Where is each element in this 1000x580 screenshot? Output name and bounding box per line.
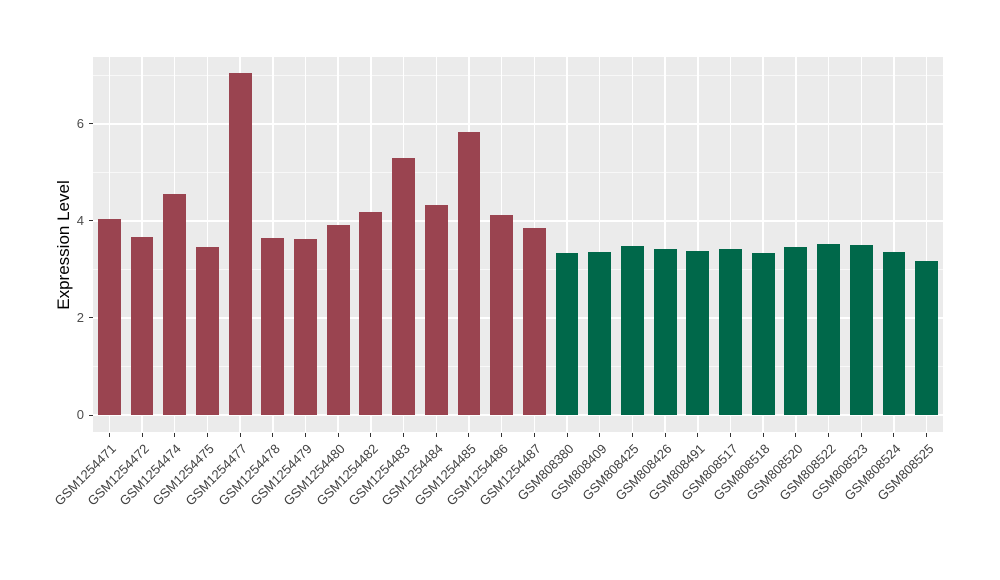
gridline-vertical: [598, 57, 601, 432]
bar-GSM808518: [751, 252, 775, 416]
bar-GSM808380: [555, 253, 579, 415]
y-tick-mark-0: [89, 414, 93, 416]
bar-GSM808426: [653, 249, 677, 415]
bar-GSM808409: [588, 251, 612, 416]
bar-GSM808524: [882, 251, 906, 416]
x-tick-mark: [860, 433, 862, 437]
bar-GSM1254484: [424, 204, 448, 415]
x-tick-mark: [239, 433, 241, 437]
bar-GSM1254487: [522, 227, 546, 415]
bar-GSM808520: [784, 246, 808, 415]
bar-GSM808517: [719, 249, 742, 415]
x-tick-mark: [501, 433, 503, 437]
gridline-major-y0: [93, 414, 943, 416]
gridline-major-y2: [93, 317, 943, 319]
y-axis-title: Expression Level: [54, 180, 73, 310]
y-axis: 0 2 4 6: [0, 57, 93, 432]
y-tick-mark-2: [89, 317, 93, 319]
bar-GSM1254479: [294, 238, 317, 415]
x-tick-mark: [435, 433, 437, 437]
x-tick-mark: [108, 433, 110, 437]
gridline-minor-y3: [93, 268, 943, 270]
gridline-vertical: [860, 57, 863, 432]
bar-GSM1254477: [228, 73, 252, 415]
gridline-vertical: [795, 57, 797, 432]
gridline-major-y4: [93, 220, 943, 222]
bar-GSM1254471: [97, 218, 121, 415]
bar-GSM1254485: [457, 132, 481, 415]
gridline-vertical: [893, 57, 895, 432]
x-tick-mark: [370, 433, 372, 437]
x-tick-mark: [795, 433, 797, 437]
x-tick-mark: [926, 433, 928, 437]
x-tick-mark: [730, 433, 731, 437]
x-tick-mark: [664, 433, 666, 437]
bar-GSM808525: [915, 260, 939, 416]
gridline-major-y6: [93, 123, 943, 125]
x-tick-mark: [272, 433, 274, 437]
y-tick-label-2: 2: [76, 309, 84, 325]
bar-GSM1254480: [326, 224, 350, 415]
x-tick-mark: [631, 433, 633, 437]
gridline-minor-y5: [93, 171, 943, 173]
gridline-vertical: [925, 57, 928, 432]
x-tick-mark: [828, 433, 830, 437]
x-tick-mark: [893, 433, 895, 437]
gridline-vertical: [631, 57, 634, 432]
gridline-vertical: [729, 57, 732, 432]
x-tick-mark: [337, 433, 339, 437]
bar-GSM1254475: [195, 246, 219, 415]
gridline-vertical: [206, 57, 209, 432]
gridline-vertical: [762, 57, 764, 432]
bar-GSM1254472: [130, 237, 154, 415]
y-tick-label-0: 0: [76, 407, 84, 423]
bar-GSM1254486: [490, 215, 514, 415]
x-tick-mark: [206, 433, 208, 437]
gridline-minor-y7: [93, 74, 943, 76]
x-tick-mark: [141, 433, 143, 437]
gridline-vertical: [697, 57, 699, 432]
bar-GSM1254482: [359, 211, 383, 416]
gridline-minor-y1: [93, 366, 943, 367]
x-tick-mark: [403, 433, 405, 437]
y-tick-mark-6: [89, 123, 93, 125]
bar-GSM1254478: [261, 237, 285, 415]
bar-GSM808425: [620, 246, 644, 415]
bar-GSM808523: [849, 244, 873, 415]
x-tick-mark: [174, 433, 176, 437]
x-tick-mark: [599, 433, 601, 437]
y-tick-label-4: 4: [76, 212, 84, 228]
plot-panel: [93, 57, 943, 432]
x-tick-mark: [468, 433, 470, 437]
x-tick-mark: [566, 433, 568, 437]
y-tick-label-6: 6: [76, 115, 84, 131]
x-tick-mark: [762, 433, 764, 437]
x-axis: GSM1254471 GSM1254472 GSM1254474 GSM1254475…: [52, 432, 943, 580]
bar-GSM1254474: [163, 194, 187, 415]
bar-GSM1254483: [392, 157, 415, 415]
gridline-vertical: [566, 57, 568, 432]
gridline-vertical: [664, 57, 666, 432]
y-tick-mark-4: [89, 220, 93, 222]
bar-GSM808491: [686, 251, 710, 416]
x-tick-mark: [533, 433, 535, 437]
x-tick-mark: [697, 433, 699, 437]
bar-GSM808522: [817, 243, 840, 415]
x-tick-mark: [305, 433, 306, 437]
